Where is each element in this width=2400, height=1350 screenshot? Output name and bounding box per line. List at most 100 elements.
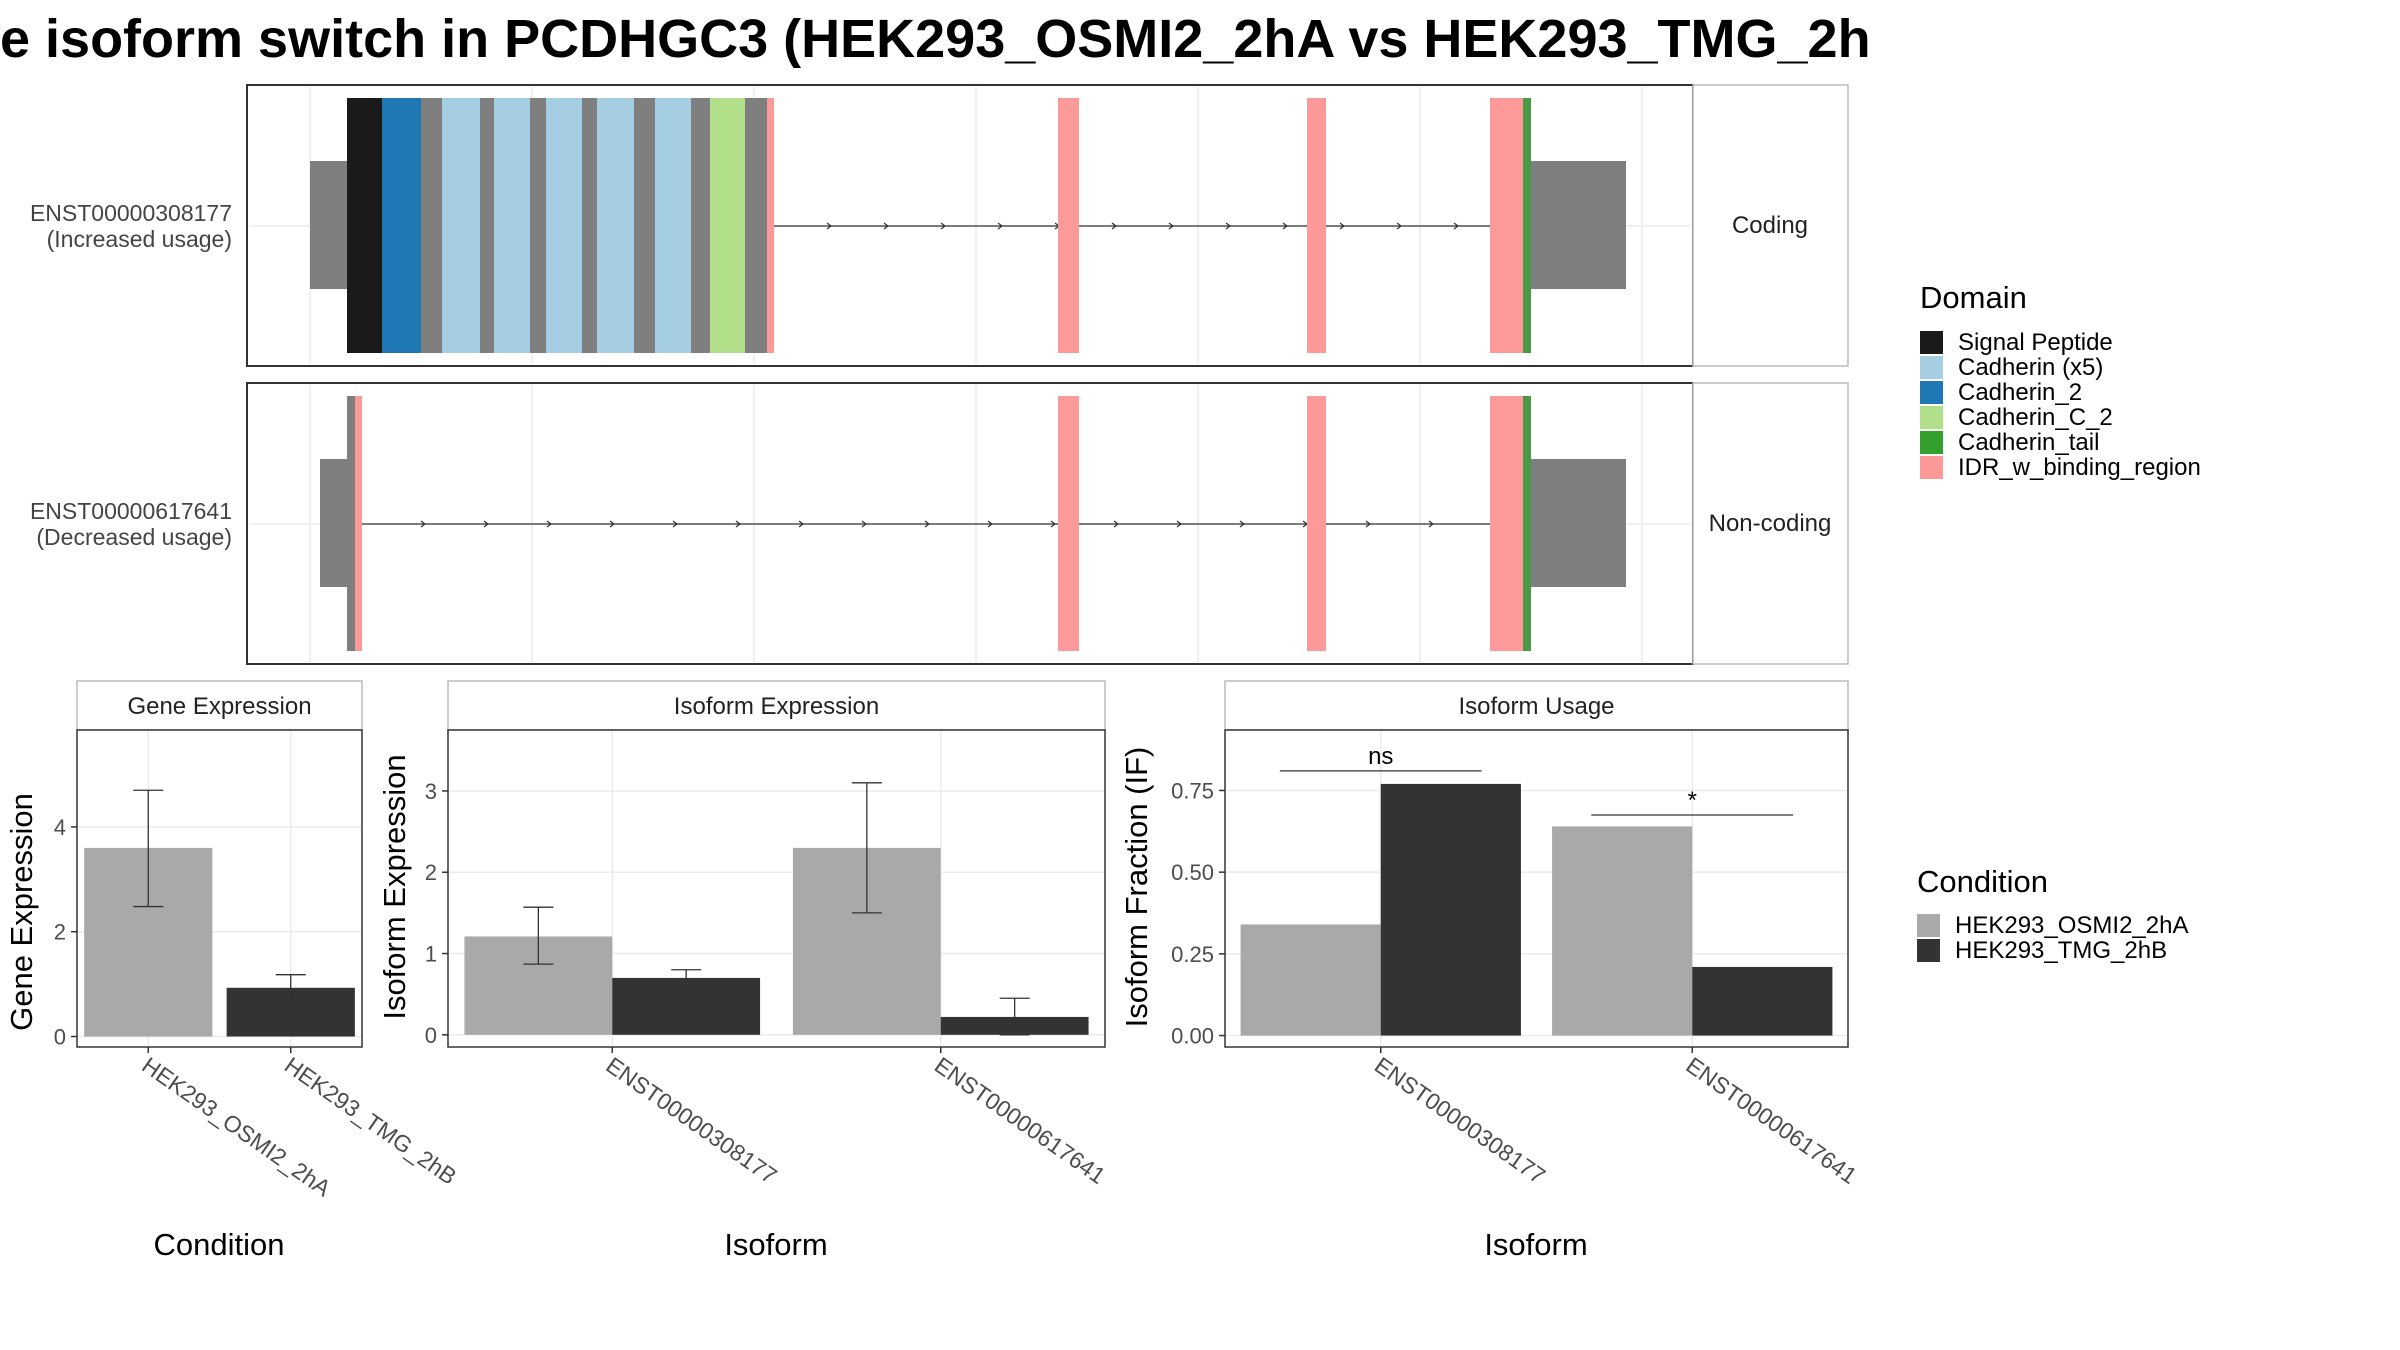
intron-arrow	[1453, 222, 1459, 230]
cds-exon	[691, 98, 710, 353]
transcript-id-label: ENST00000308177	[30, 200, 232, 226]
strip-label-coding: Coding	[1732, 212, 1808, 239]
cds-exon	[745, 98, 767, 353]
cds-exon	[347, 396, 355, 651]
transcript-id-label: ENST00000617641	[30, 498, 232, 524]
x-tick-label: ENST00000308177	[1370, 1052, 1550, 1189]
intron-arrow	[483, 520, 489, 528]
panel-border	[1224, 729, 1849, 1048]
legend-label: Signal Peptide	[1958, 329, 2113, 356]
y-tick-label: 0.00	[1171, 1024, 1214, 1049]
y-tick-label: 4	[54, 815, 66, 840]
intron-arrow	[420, 520, 426, 528]
intron-arrow	[1050, 520, 1056, 528]
intron-arrow	[1168, 222, 1174, 230]
isoform-usage-chart: Isoform Usage 0.00 0.25 0.50 0.75 ns * ENST0000…	[1119, 680, 1862, 1262]
idr-domain	[1058, 396, 1079, 651]
significance-label: ns	[1368, 743, 1393, 770]
cadherin-x5-domain	[597, 98, 634, 353]
cadherin-2-domain	[382, 98, 421, 353]
isoform-expression-chart: Isoform Expression 0 1 2 3 ENST00000308177 ENS…	[377, 680, 1110, 1262]
intron-arrow	[1365, 520, 1371, 528]
y-tick-label: 0.50	[1171, 860, 1214, 885]
intron-arrow	[1225, 222, 1231, 230]
legend-label: IDR_w_binding_region	[1958, 454, 2201, 481]
intron-arrow	[1176, 520, 1182, 528]
condition-legend-title: Condition	[1917, 864, 2048, 899]
y-tick-label: 2	[54, 920, 66, 945]
idr-domain	[1490, 396, 1523, 651]
signal-peptide-domain	[347, 98, 382, 353]
cds-exon	[634, 98, 655, 353]
cadherin-x5-domain	[442, 98, 480, 353]
utr-exon	[310, 161, 347, 289]
cds-exon	[530, 98, 546, 353]
y-tick-label: 0.75	[1171, 778, 1214, 803]
panel-border	[447, 729, 1106, 1048]
bar	[1692, 966, 1833, 1036]
intron-arrow	[672, 520, 678, 528]
legend-swatch	[1917, 939, 1940, 962]
legend-label: Cadherin_C_2	[1958, 404, 2113, 431]
y-tick-label: 0.25	[1171, 942, 1214, 967]
x-axis-title: Isoform	[1484, 1227, 1587, 1262]
y-tick-label: 3	[425, 779, 437, 804]
domain-legend-title: Domain	[1920, 280, 2027, 315]
legend-swatch	[1920, 381, 1943, 404]
y-axis-title: Isoform Expression	[377, 754, 412, 1019]
idr-domain	[1307, 98, 1326, 353]
significance-label: *	[1688, 787, 1697, 814]
x-axis-title: Condition	[154, 1227, 285, 1262]
legend-swatch	[1920, 356, 1943, 379]
idr-domain	[767, 98, 774, 353]
intron-arrow	[997, 222, 1003, 230]
intron-arrow	[1111, 222, 1117, 230]
bar	[1380, 783, 1521, 1036]
y-axis-title: Gene Expression	[4, 793, 39, 1031]
y-tick-label: 0	[54, 1025, 66, 1050]
strip-label-noncoding: Non-coding	[1709, 510, 1832, 537]
cadherin-tail-domain	[1523, 98, 1531, 353]
cadherin-x5-domain	[494, 98, 530, 353]
x-tick-label: ENST00000617641	[1681, 1052, 1861, 1189]
x-tick-label: ENST00000617641	[930, 1052, 1110, 1189]
intron-arrow	[546, 520, 552, 528]
intron-arrow	[1396, 222, 1402, 230]
intron-arrow	[798, 520, 804, 528]
panel-strip-label: Isoform Usage	[1458, 693, 1614, 720]
intron-arrow	[924, 520, 930, 528]
transcript-structures	[249, 87, 1691, 662]
bar	[612, 977, 761, 1035]
transcript-usage-label: (Decreased usage)	[36, 524, 232, 550]
intron-arrow	[735, 520, 741, 528]
idr-domain	[1490, 98, 1523, 353]
idr-domain	[1307, 396, 1326, 651]
legend-label: Cadherin (x5)	[1958, 354, 2103, 381]
cadherin-c-2-domain	[710, 98, 745, 353]
y-tick-label: 0	[425, 1023, 437, 1048]
panel-strip-label: Gene Expression	[127, 693, 311, 720]
panel-strip	[447, 680, 1106, 731]
transcript-usage-label: (Increased usage)	[47, 226, 232, 252]
panel-strip	[1224, 680, 1849, 731]
legend-swatch	[1920, 431, 1943, 454]
cadherin-tail-domain	[1523, 396, 1531, 651]
intron-arrow	[1428, 520, 1434, 528]
cds-exon	[421, 98, 442, 353]
intron-arrow	[609, 520, 615, 528]
y-tick-label: 1	[425, 942, 437, 967]
legend-swatch	[1920, 456, 1943, 479]
panel-border	[76, 729, 363, 1048]
cds-exon	[582, 98, 597, 353]
intron-arrow	[1113, 520, 1119, 528]
bar	[1240, 924, 1381, 1036]
cds-exon	[480, 98, 494, 353]
legend-swatch	[1920, 331, 1943, 354]
legend-swatch	[1920, 406, 1943, 429]
y-axis-title: Isoform Fraction (IF)	[1119, 747, 1154, 1028]
intron-arrow	[1339, 222, 1345, 230]
legend-label: HEK293_TMG_2hB	[1955, 937, 2167, 964]
